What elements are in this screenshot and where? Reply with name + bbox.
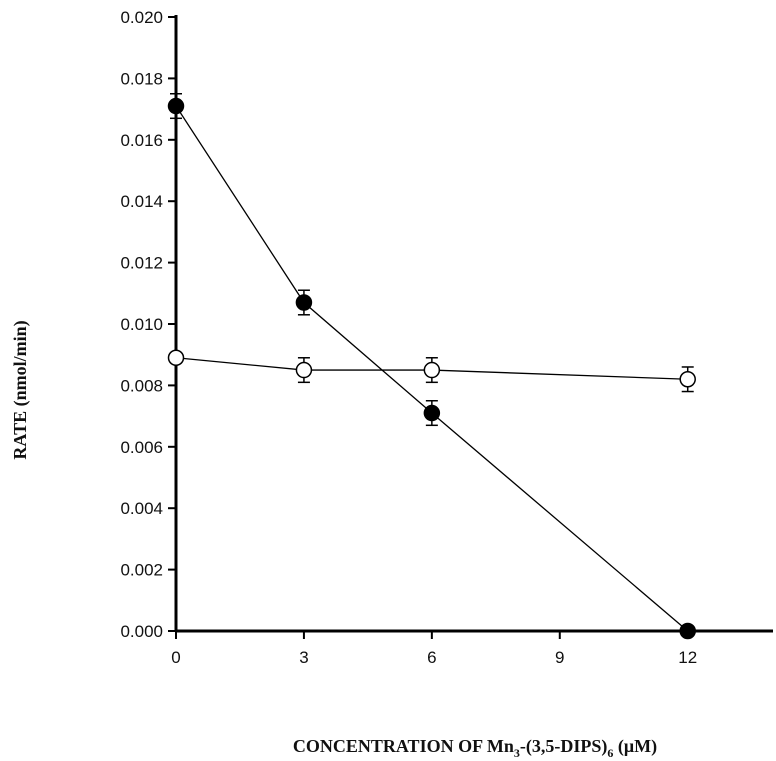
y-tick-label: 0.012 <box>120 254 163 273</box>
y-tick-label: 0.006 <box>120 438 163 457</box>
x-tick-label: 3 <box>299 648 308 667</box>
y-tick-label: 0.014 <box>120 192 163 211</box>
series-1-point <box>423 404 441 422</box>
x-tick-label: 12 <box>678 648 697 667</box>
series-1-point <box>295 294 313 311</box>
series-1-line <box>175 105 689 632</box>
x-tick-label: 0 <box>171 648 180 667</box>
x-title-sub2: 6 <box>607 746 613 760</box>
x-title-suffix: (μM) <box>613 736 657 757</box>
x-tick-label: 6 <box>427 648 436 667</box>
x-title-prefix: CONCENTRATION OF Mn <box>293 736 514 756</box>
x-axis-title: CONCENTRATION OF Mn3-(3,5-DIPS)6 (μM) <box>293 736 657 760</box>
series-1-point <box>679 622 696 640</box>
series-2-point <box>679 371 696 388</box>
x-title-sub1: 3 <box>514 746 520 760</box>
y-tick-label: 0.004 <box>120 499 163 518</box>
series-2-point <box>167 349 185 367</box>
series-1-point <box>167 97 185 115</box>
y-ticks: 0.000 0.002 0.004 0.006 0.008 0.010 0.012 0.014… <box>120 8 176 641</box>
x-title-middle: -(3,5-DIPS) <box>520 736 608 757</box>
y-tick-label: 0.002 <box>120 561 163 580</box>
y-tick-label: 0.000 <box>120 622 163 641</box>
y-tick-label: 0.008 <box>120 376 163 395</box>
series-2-point <box>295 361 313 379</box>
series-lines <box>175 105 689 632</box>
y-tick-label: 0.020 <box>120 8 163 27</box>
x-ticks: 0 3 6 9 12 <box>171 631 697 667</box>
y-tick-label: 0.010 <box>120 315 163 334</box>
y-axis-title: RATE (nmol/min) <box>10 320 31 459</box>
x-tick-label: 9 <box>555 648 564 667</box>
y-tick-label: 0.018 <box>120 69 163 88</box>
data-markers <box>167 97 696 640</box>
series-2-line <box>175 357 688 380</box>
axes: 0.000 0.002 0.004 0.006 0.008 0.010 0.012 0.014… <box>120 8 773 667</box>
series-2-point <box>423 361 441 379</box>
y-tick-label: 0.016 <box>120 131 163 150</box>
